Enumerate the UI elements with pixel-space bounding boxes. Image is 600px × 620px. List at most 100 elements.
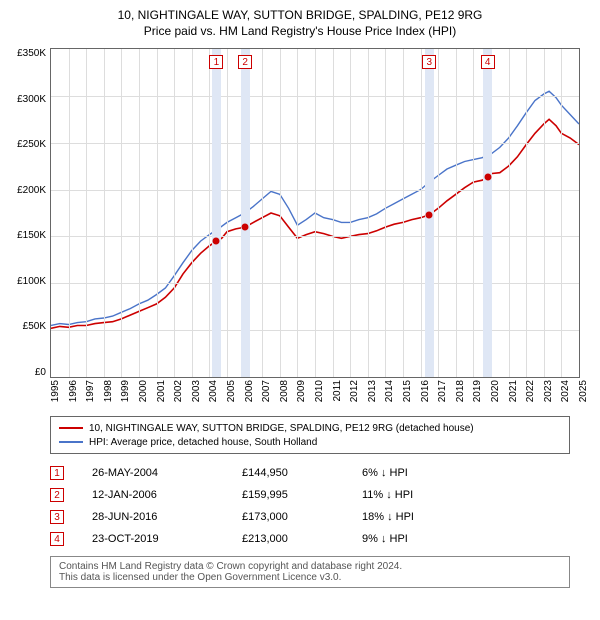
titles-block: 10, NIGHTINGALE WAY, SUTTON BRIDGE, SPAL… [10,8,590,38]
sales-row: 1 26-MAY-2004£144,9506% ↓ HPI [50,462,570,484]
y-tick-label: £250K [10,139,46,150]
sales-row-date: 28-JUN-2016 [92,511,242,523]
gridline-v [438,49,439,377]
plot-area: 1234 [50,48,580,378]
x-tick-label: 2007 [261,380,272,402]
x-tick-label: 2010 [314,380,325,402]
sales-row-badge: 2 [50,488,64,502]
sales-row-price: £173,000 [242,511,362,523]
gridline-v [526,49,527,377]
chart-title: 10, NIGHTINGALE WAY, SUTTON BRIDGE, SPAL… [10,8,590,22]
y-tick-label: £100K [10,276,46,287]
sales-row: 4 23-OCT-2019£213,0009% ↓ HPI [50,528,570,550]
gridline-v [262,49,263,377]
gridline-v [403,49,404,377]
sale-band [483,49,492,377]
gridline-v [561,49,562,377]
gridline-v [350,49,351,377]
sale-marker [426,211,433,218]
sale-marker [484,174,491,181]
x-tick-label: 2021 [508,380,519,402]
x-tick-label: 1996 [68,380,79,402]
x-tick-label: 2009 [296,380,307,402]
sales-row-date: 26-MAY-2004 [92,467,242,479]
gridline-v [104,49,105,377]
x-tick-label: 1999 [120,380,131,402]
x-tick-label: 2008 [279,380,290,402]
x-tick-label: 2011 [332,380,343,402]
sales-row-date: 23-OCT-2019 [92,533,242,545]
x-tick-label: 2006 [244,380,255,402]
x-tick-label: 2015 [402,380,413,402]
sales-row-badge: 4 [50,532,64,546]
chart-container: 10, NIGHTINGALE WAY, SUTTON BRIDGE, SPAL… [0,0,600,592]
x-tick-label: 2018 [455,380,466,402]
sale-badge: 2 [238,55,252,69]
legend-label: HPI: Average price, detached house, Sout… [89,437,317,448]
gridline-v [333,49,334,377]
x-tick-label: 2012 [349,380,360,402]
legend-swatch [59,441,83,443]
footer-box: Contains HM Land Registry data © Crown c… [50,556,570,588]
sales-row-price: £159,995 [242,489,362,501]
y-tick-label: £0 [10,367,46,378]
x-tick-label: 2020 [490,380,501,402]
sales-row: 3 28-JUN-2016£173,00018% ↓ HPI [50,506,570,528]
gridline-v [544,49,545,377]
sales-row-badge: 1 [50,466,64,480]
gridline-v [368,49,369,377]
gridline-v [456,49,457,377]
footer-line-1: Contains HM Land Registry data © Crown c… [59,561,561,572]
sales-row-delta: 18% ↓ HPI [362,511,462,523]
sales-row-price: £144,950 [242,467,362,479]
sale-badge: 4 [481,55,495,69]
y-tick-label: £300K [10,94,46,105]
x-tick-label: 1995 [50,380,61,402]
gridline-v [421,49,422,377]
sale-marker [213,238,220,245]
sales-row-badge: 3 [50,510,64,524]
sales-row-delta: 11% ↓ HPI [362,489,462,501]
x-tick-label: 2013 [367,380,378,402]
x-tick-label: 2022 [525,380,536,402]
chart-subtitle: Price paid vs. HM Land Registry's House … [10,24,590,38]
gridline-v [157,49,158,377]
sales-row-date: 12-JAN-2006 [92,489,242,501]
gridline-v [139,49,140,377]
gridline-v [174,49,175,377]
sales-row-delta: 6% ↓ HPI [362,467,462,479]
sales-row: 2 12-JAN-2006£159,99511% ↓ HPI [50,484,570,506]
sales-row-delta: 9% ↓ HPI [362,533,462,545]
x-tick-label: 2001 [156,380,167,402]
gridline-v [473,49,474,377]
x-tick-label: 1997 [85,380,96,402]
gridline-v [209,49,210,377]
legend-row: HPI: Average price, detached house, Sout… [59,435,561,449]
x-tick-label: 2014 [384,380,395,402]
y-tick-label: £350K [10,48,46,59]
legend-box: 10, NIGHTINGALE WAY, SUTTON BRIDGE, SPAL… [50,416,570,454]
x-tick-label: 2019 [472,380,483,402]
gridline-v [297,49,298,377]
y-tick-label: £150K [10,230,46,241]
x-tick-label: 2017 [437,380,448,402]
x-tick-label: 2025 [578,380,589,402]
gridline-v [86,49,87,377]
sale-band [212,49,221,377]
gridline-v [315,49,316,377]
gridline-v [121,49,122,377]
plot-wrap: £350K£300K£250K£200K£150K£100K£50K£0 123… [10,48,590,378]
x-tick-label: 2024 [560,380,571,402]
gridline-v [385,49,386,377]
sales-table: 1 26-MAY-2004£144,9506% ↓ HPI 2 12-JAN-2006… [50,462,570,550]
legend-row: 10, NIGHTINGALE WAY, SUTTON BRIDGE, SPAL… [59,421,561,435]
sales-row-price: £213,000 [242,533,362,545]
gridline-v [227,49,228,377]
sale-badge: 1 [209,55,223,69]
x-tick-label: 2002 [173,380,184,402]
x-tick-label: 2016 [420,380,431,402]
legend-label: 10, NIGHTINGALE WAY, SUTTON BRIDGE, SPAL… [89,423,474,434]
x-tick-label: 1998 [103,380,114,402]
gridline-v [280,49,281,377]
x-tick-label: 2000 [138,380,149,402]
